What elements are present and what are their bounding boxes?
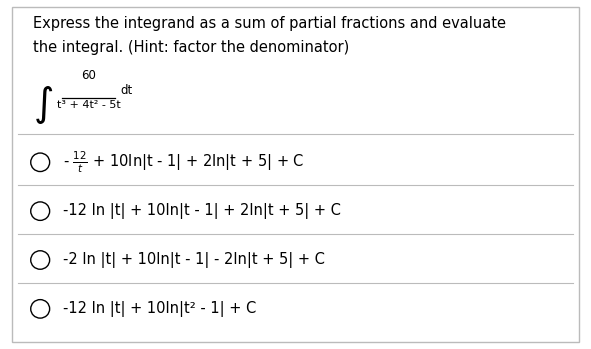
Text: t³ + 4t² - 5t: t³ + 4t² - 5t [57, 100, 121, 110]
Text: dt: dt [120, 84, 132, 97]
Text: -2 ln |t| + 10ln|t - 1| - 2ln|t + 5| + C: -2 ln |t| + 10ln|t - 1| - 2ln|t + 5| + C [63, 252, 324, 268]
Text: 60: 60 [81, 69, 96, 82]
Text: - $\frac{12}{t}$ + 10ln|t - 1| + 2ln|t + 5| + C: - $\frac{12}{t}$ + 10ln|t - 1| + 2ln|t +… [63, 150, 304, 175]
Text: the integral. (Hint: factor the denominator): the integral. (Hint: factor the denomina… [33, 40, 349, 55]
Text: -12 ln |t| + 10ln|t - 1| + 2ln|t + 5| + C: -12 ln |t| + 10ln|t - 1| + 2ln|t + 5| + … [63, 203, 340, 219]
Text: -12 ln |t| + 10ln|t² - 1| + C: -12 ln |t| + 10ln|t² - 1| + C [63, 301, 256, 317]
FancyBboxPatch shape [12, 7, 579, 342]
Text: Express the integrand as a sum of partial fractions and evaluate: Express the integrand as a sum of partia… [33, 16, 505, 31]
Text: $\int$: $\int$ [33, 84, 53, 126]
